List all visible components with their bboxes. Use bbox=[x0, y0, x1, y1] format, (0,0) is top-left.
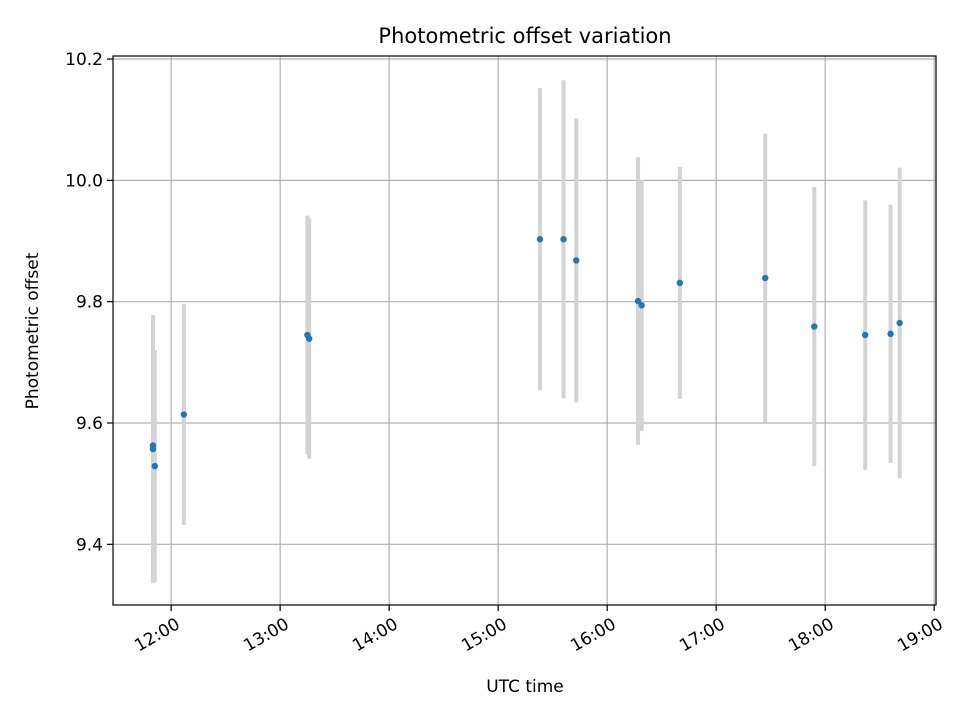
data-point bbox=[676, 279, 684, 287]
y-tick-label: 10.2 bbox=[65, 50, 103, 70]
y-tick-label: 9.6 bbox=[76, 414, 103, 434]
x-tick-label: 18:00 bbox=[785, 614, 837, 656]
data-point bbox=[811, 323, 818, 330]
y-tick-label: 9.4 bbox=[76, 535, 103, 555]
x-tick-label: 16:00 bbox=[567, 614, 619, 656]
x-axis-label: UTC time bbox=[486, 677, 564, 697]
data-point bbox=[896, 319, 903, 327]
data-points bbox=[149, 236, 903, 470]
x-tick-label: 17:00 bbox=[676, 614, 728, 656]
data-point bbox=[887, 330, 894, 338]
chart-title: Photometric offset variation bbox=[378, 24, 671, 48]
plot-frame bbox=[112, 55, 937, 606]
y-axis-label: Photometric offset bbox=[23, 252, 43, 409]
data-point bbox=[149, 445, 157, 453]
data-point bbox=[762, 274, 769, 282]
data-point bbox=[180, 411, 188, 418]
x-tick-label: 14:00 bbox=[349, 614, 401, 656]
y-tick-label: 9.8 bbox=[76, 293, 103, 313]
grid bbox=[113, 56, 936, 605]
data-point bbox=[634, 297, 642, 305]
x-tick-label: 13:00 bbox=[240, 614, 292, 656]
data-point bbox=[638, 302, 645, 309]
data-point bbox=[536, 236, 544, 243]
data-point bbox=[573, 257, 580, 264]
x-tick-label: 12:00 bbox=[131, 614, 183, 656]
y-tick-label: 10.0 bbox=[65, 171, 103, 191]
y-axis-ticks: 9.4 9.6 9.8 10.0 10.2 bbox=[65, 50, 113, 555]
data-point bbox=[151, 462, 158, 470]
x-axis-ticks: 12:00 13:00 14:00 15:00 16:00 17:00 18:00 19:00 bbox=[131, 605, 947, 656]
x-tick-label: 19:00 bbox=[894, 614, 946, 656]
data-point bbox=[306, 335, 313, 342]
error-bars bbox=[150, 80, 902, 584]
data-point bbox=[560, 236, 567, 243]
x-tick-label: 15:00 bbox=[458, 614, 510, 656]
data-point bbox=[861, 331, 869, 339]
